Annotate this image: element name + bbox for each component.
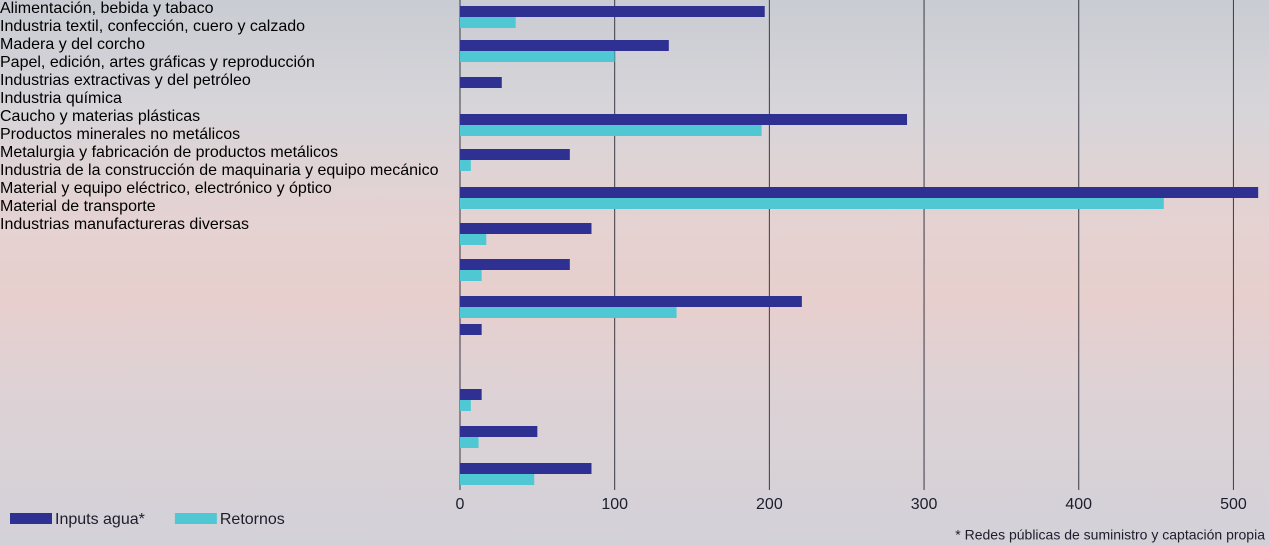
bar <box>460 223 592 234</box>
category-label: Productos minerales no metálicos <box>0 126 241 143</box>
legend-label: Retornos <box>220 511 285 528</box>
category-label: Industrias extractivas y del petróleo <box>0 72 251 89</box>
category-label: Madera y del corcho <box>0 36 145 53</box>
x-tick-label: 100 <box>601 496 628 513</box>
bar <box>460 389 482 400</box>
bar <box>460 51 615 62</box>
category-label: Material y equipo eléctrico, electrónico… <box>0 180 332 197</box>
legend-label: Inputs agua* <box>55 511 145 528</box>
bar <box>460 324 482 335</box>
bar <box>460 149 570 160</box>
bar <box>460 307 677 318</box>
bar <box>460 125 762 136</box>
bar <box>460 198 1164 209</box>
category-label: Material de transporte <box>0 198 156 215</box>
bar <box>460 77 502 88</box>
category-label: Industria de la construcción de maquinar… <box>0 162 439 179</box>
bar <box>460 400 471 411</box>
bar <box>460 426 538 437</box>
x-tick-label: 200 <box>756 496 783 513</box>
x-tick-label: 300 <box>911 496 938 513</box>
category-label: Industria química <box>0 90 122 107</box>
category-label: Papel, edición, artes gráficas y reprodu… <box>0 54 315 71</box>
x-tick-label: 500 <box>1220 496 1247 513</box>
category-label: Metalurgia y fabricación de productos me… <box>0 144 338 161</box>
bar <box>460 17 516 28</box>
bar <box>460 6 765 17</box>
footnote: * Redes públicas de suministro y captaci… <box>955 527 1265 543</box>
x-tick-label: 400 <box>1065 496 1092 513</box>
category-label: Caucho y materias plásticas <box>0 108 201 125</box>
bar <box>460 160 471 171</box>
category-label: Alimentación, bebida y tabaco <box>0 0 214 17</box>
bar <box>460 40 669 51</box>
bar <box>460 463 592 474</box>
bar <box>460 437 479 448</box>
bar <box>460 474 535 485</box>
bar <box>460 187 1259 198</box>
bar <box>460 296 802 307</box>
category-label: Industrias manufactureras diversas <box>0 216 249 233</box>
bar <box>460 234 487 245</box>
x-tick-label: 0 <box>456 496 465 513</box>
legend-swatch <box>174 513 217 524</box>
bar <box>460 259 570 270</box>
legend-swatch <box>10 513 52 524</box>
bar <box>460 270 482 281</box>
category-label: Industria textil, confección, cuero y ca… <box>0 18 306 35</box>
bar <box>460 114 908 125</box>
